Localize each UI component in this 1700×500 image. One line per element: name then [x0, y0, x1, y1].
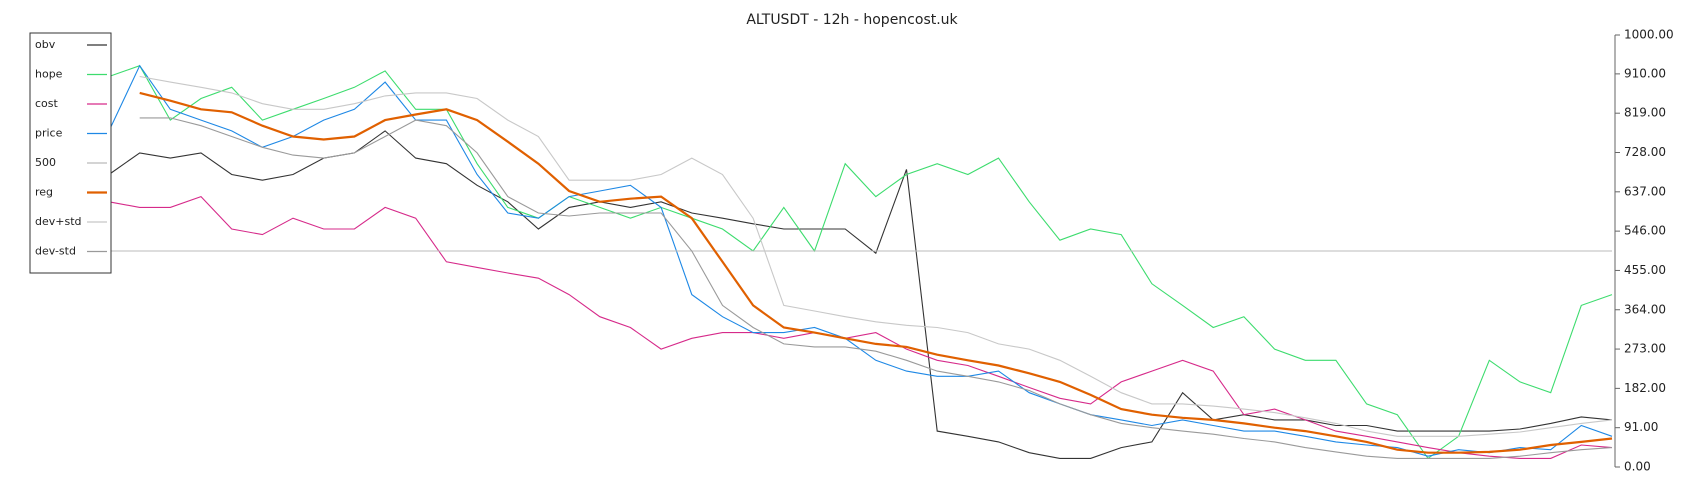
y-tick-label: 546.00: [1624, 224, 1666, 238]
series-line: [139, 91, 1613, 454]
y-tick-label: 273.00: [1624, 342, 1666, 356]
legend-box: [29, 32, 112, 274]
legend-label: cost: [35, 97, 59, 110]
y-tick-label: 819.00: [1624, 106, 1666, 120]
series-line: [108, 64, 1613, 457]
legend-label: reg: [35, 186, 53, 199]
y-tick-label: 910.00: [1624, 66, 1666, 80]
y-tick-label: 637.00: [1624, 184, 1666, 198]
series-line: [108, 130, 1613, 459]
legend: obv hope cost price 500 reg dev+std dev-std: [29, 32, 112, 274]
chart-title: ALTUSDT - 12h - hopencost.uk: [746, 12, 958, 28]
y-tick-label: 0.00: [1624, 460, 1651, 474]
plot-area: [108, 64, 1613, 460]
y-tick-label: 364.00: [1624, 302, 1666, 316]
y-tick-label: 728.00: [1624, 145, 1666, 159]
series-line: [139, 75, 1613, 437]
y-tick-label: 1000.00: [1624, 28, 1674, 42]
y-tick-label: 91.00: [1624, 420, 1658, 434]
legend-label: price: [35, 127, 63, 140]
series-line: [108, 65, 1613, 460]
legend-label: 500: [35, 156, 56, 169]
series-line: [108, 195, 1613, 459]
series-line: [139, 117, 1613, 459]
legend-label: obv: [35, 38, 56, 51]
y-tick-label: 455.00: [1624, 263, 1666, 277]
y-tick-label: 182.00: [1624, 381, 1666, 395]
legend-label: dev+std: [35, 215, 82, 228]
legend-label: hope: [35, 68, 63, 81]
legend-label: dev-std: [35, 245, 76, 258]
